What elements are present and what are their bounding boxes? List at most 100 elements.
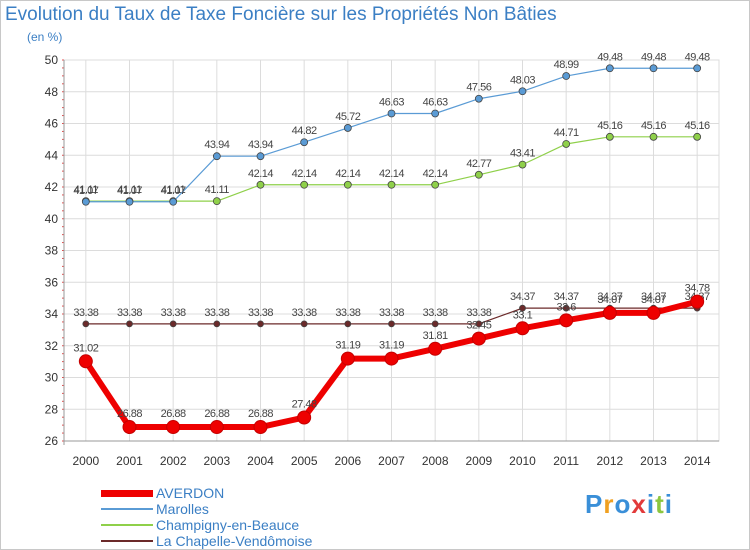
data-label: 32.45 <box>466 320 491 332</box>
data-label: 41.11 <box>117 184 142 196</box>
data-label: 44.71 <box>554 127 579 139</box>
x-tick-label: 2010 <box>509 454 536 468</box>
data-label: 26.88 <box>248 408 273 420</box>
y-tick-label: 42 <box>45 180 59 194</box>
data-point <box>257 320 264 328</box>
data-point <box>343 124 352 132</box>
brand-letter: t <box>655 489 665 519</box>
data-label: 34.37 <box>597 291 622 303</box>
legend-label: AVERDON <box>156 485 225 501</box>
data-label: 33.38 <box>73 307 98 319</box>
data-label: 41.07 <box>117 185 142 197</box>
data-point <box>213 320 221 328</box>
data-label: 31.02 <box>73 342 98 354</box>
data-label: 33.6 <box>556 301 576 313</box>
data-point <box>212 197 221 206</box>
x-tick-label: 2013 <box>640 454 667 468</box>
legend-swatch <box>101 540 153 542</box>
data-point <box>300 320 308 328</box>
data-label: 34.07 <box>597 294 622 306</box>
legend-swatch <box>101 508 153 510</box>
data-label: 49.48 <box>685 51 710 63</box>
data-label: 27.48 <box>292 399 317 411</box>
data-point <box>388 320 395 328</box>
data-label: 33.38 <box>161 307 186 319</box>
legend-label: Champigny-en-Beauce <box>156 517 300 533</box>
data-point <box>81 197 90 206</box>
x-tick-label: 2011 <box>553 454 579 468</box>
data-label: 41.07 <box>73 185 98 197</box>
brand-letter: x <box>631 489 647 519</box>
data-label: 34.78 <box>685 283 710 295</box>
data-point <box>475 320 483 328</box>
chart-title: Evolution du Taux de Taxe Foncière sur l… <box>5 4 557 25</box>
x-tick-label: 2006 <box>334 454 361 468</box>
data-label: 45.16 <box>641 120 666 132</box>
x-tick-label: 2004 <box>247 454 274 468</box>
data-label: 34.37 <box>641 291 666 303</box>
data-point <box>78 354 93 369</box>
data-point <box>562 304 570 312</box>
data-label: 33.38 <box>117 307 142 319</box>
data-label: 31.81 <box>423 330 448 342</box>
y-tick-label: 36 <box>45 275 59 289</box>
data-label: 31.19 <box>335 340 360 352</box>
data-point <box>646 305 661 320</box>
y-tick-label: 46 <box>45 117 59 131</box>
brand-letter: P <box>585 489 604 519</box>
data-point <box>431 180 440 189</box>
brand-letter: i <box>664 489 673 519</box>
y-tick-label: 30 <box>45 371 59 385</box>
data-label: 48.03 <box>510 74 535 86</box>
data-label: 33.1 <box>513 309 533 321</box>
data-point <box>122 420 137 435</box>
y-tick-label: 26 <box>45 434 59 448</box>
data-label: 34.37 <box>554 291 579 303</box>
x-tick-label: 2002 <box>160 454 187 468</box>
data-point <box>515 321 530 336</box>
data-label: 34.07 <box>641 294 666 306</box>
legend-label: Marolles <box>156 501 209 517</box>
y-tick-label: 38 <box>45 244 59 258</box>
data-label: 34.37 <box>510 291 535 303</box>
data-label: 43.94 <box>204 139 229 151</box>
data-point <box>649 132 658 141</box>
data-point <box>300 180 309 189</box>
data-label: 42.14 <box>335 168 360 180</box>
data-point <box>300 138 309 147</box>
data-point <box>387 180 396 189</box>
data-label: 42.14 <box>379 168 404 180</box>
y-tick-label: 28 <box>45 402 59 416</box>
data-label: 47.56 <box>466 82 491 94</box>
legend-swatch <box>101 490 153 497</box>
data-point <box>474 94 483 103</box>
data-label: 33.38 <box>423 307 448 319</box>
data-point <box>474 170 483 179</box>
data-point <box>209 420 224 435</box>
data-label: 41.11 <box>161 184 186 196</box>
legend-label: La Chapelle-Vendômoise <box>156 533 313 549</box>
data-label: 45.16 <box>685 120 710 132</box>
data-point <box>693 64 702 73</box>
x-tick-label: 2001 <box>116 454 143 468</box>
data-label: 41.07 <box>161 185 186 197</box>
data-point <box>125 197 134 206</box>
x-tick-label: 2009 <box>465 454 492 468</box>
y-tick-label: 34 <box>45 307 59 321</box>
data-point <box>297 410 312 425</box>
data-point <box>649 64 658 73</box>
data-point <box>518 87 527 96</box>
data-label: 48.99 <box>554 59 579 71</box>
data-point <box>605 132 614 141</box>
data-point <box>256 180 265 189</box>
data-label: 42.14 <box>248 168 273 180</box>
chart-subtitle: (en %) <box>27 30 63 44</box>
data-label: 33.38 <box>335 307 360 319</box>
x-tick-label: 2005 <box>291 454 318 468</box>
x-tick-label: 2008 <box>422 454 449 468</box>
y-tick-label: 32 <box>45 339 59 353</box>
data-point <box>693 132 702 141</box>
data-label: 43.94 <box>248 139 273 151</box>
data-label: 49.48 <box>641 51 666 63</box>
data-label: 33.38 <box>204 307 229 319</box>
